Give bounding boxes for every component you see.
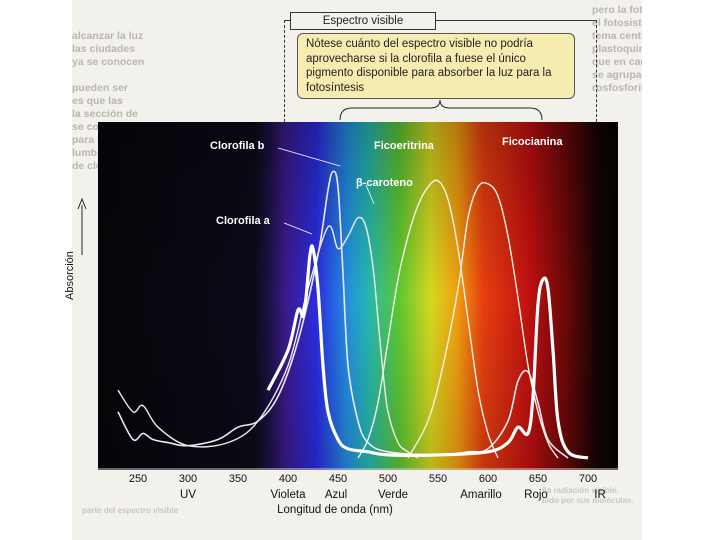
background-text-bottom: ña radiación visible. bido por sus moléc… xyxy=(82,486,634,515)
series-line--caroteno xyxy=(117,216,419,459)
visible-bracket-top xyxy=(284,20,596,21)
curve-label--caroteno: β-caroteno xyxy=(356,177,413,189)
region-label-amarillo: Amarillo xyxy=(460,489,502,501)
annotation-note: Nótese cuánto del espectro visible no po… xyxy=(297,33,575,99)
leader-line xyxy=(284,222,313,235)
visible-bracket-right xyxy=(596,20,597,122)
visible-bracket-left xyxy=(284,20,285,122)
x-tick-label: 650 xyxy=(528,473,548,485)
region-label-verde: Verde xyxy=(377,489,409,501)
absorption-chart: Clorofila b β-caroteno Clorofila a Ficoerit… xyxy=(98,122,618,470)
series-line-ficoeritrina xyxy=(357,179,499,459)
x-tick-label: 550 xyxy=(428,473,448,485)
series-line-clorofila-a xyxy=(266,244,589,460)
x-tick-label: 400 xyxy=(278,473,298,485)
x-tick-label: 450 xyxy=(328,473,348,485)
curve-label-ficocianina: Ficocianina xyxy=(502,136,563,148)
curve-label-clorofila-a: Clorofila a xyxy=(216,215,270,227)
region-label-ir: IR xyxy=(594,489,606,501)
leader-line xyxy=(365,184,375,205)
series-line-ficocianina xyxy=(407,181,559,459)
x-tick-label: 600 xyxy=(478,473,498,485)
background-text-right: pero la fotosíntesis: De ellas, dos caso… xyxy=(592,4,642,94)
region-label-azul: Azul xyxy=(324,489,348,501)
leader-line xyxy=(278,147,341,167)
x-axis-label: Longitud de onda (nm) xyxy=(277,504,393,516)
chart-svg xyxy=(98,122,618,470)
curve-label-clorofila-b: Clorofila b xyxy=(210,140,265,152)
region-label-rojo: Rojo xyxy=(524,489,548,501)
x-tick-label: 250 xyxy=(128,473,148,485)
curve-label-ficoeritrina: Ficoeritrina xyxy=(374,140,434,152)
x-tick-label: 350 xyxy=(228,473,248,485)
x-tick-label: 700 xyxy=(578,473,598,485)
series-line-clorofila-b xyxy=(117,170,569,459)
visible-spectrum-label: Espectro visible xyxy=(290,12,436,30)
region-label-violeta: Violeta xyxy=(270,489,306,501)
region-label-uv: UV xyxy=(180,489,196,501)
x-tick-label: 300 xyxy=(178,473,198,485)
x-tick-label: 500 xyxy=(378,473,398,485)
y-axis-arrow xyxy=(77,197,87,255)
